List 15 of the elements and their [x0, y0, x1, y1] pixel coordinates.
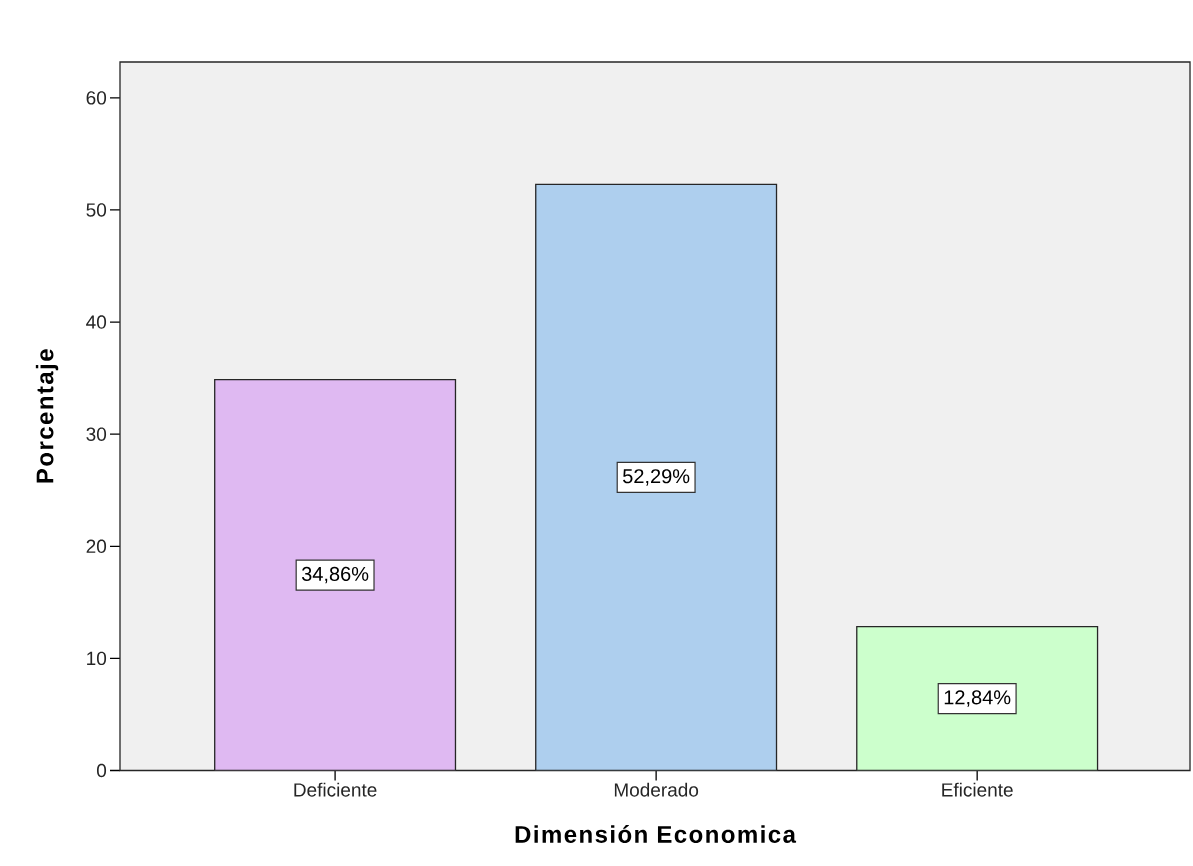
y-tick-label: 50 — [86, 203, 107, 217]
y-tick-label: 30 — [86, 427, 107, 441]
y-tick-label: 60 — [86, 91, 107, 105]
x-axis-title: Dimensión Economica — [515, 825, 797, 843]
data-label: 12,84% — [944, 690, 1011, 707]
y-tick-label: 10 — [87, 651, 107, 666]
x-tick-label: Eficiente — [942, 782, 1013, 797]
y-tick-label: 20 — [86, 539, 107, 554]
y-tick-label: 0 — [96, 763, 107, 778]
y-tick-label: 40 — [86, 315, 107, 329]
x-tick-label: Deficiente — [294, 782, 377, 797]
y-axis-title: Porcentaje — [35, 349, 59, 483]
data-label: 52,29% — [623, 469, 690, 486]
data-label: 34,86% — [301, 566, 369, 584]
x-tick-label: Moderado — [614, 782, 699, 797]
